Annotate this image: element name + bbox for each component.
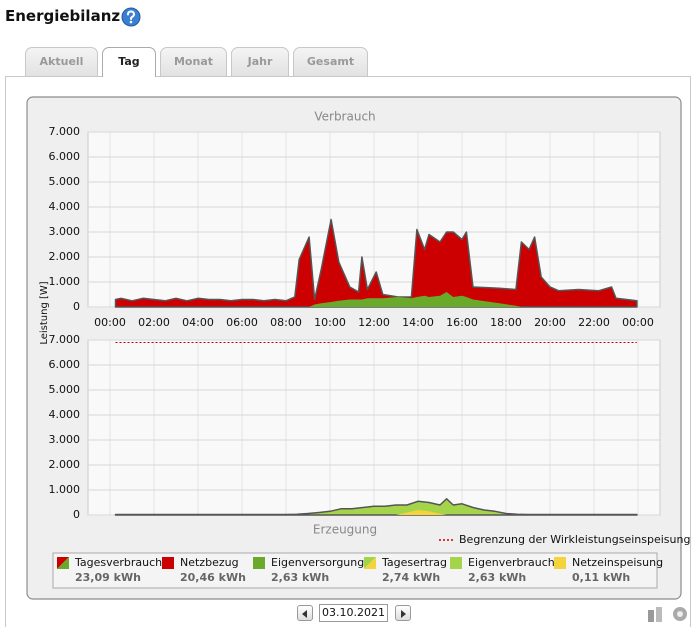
legend-total: 0,11 kWh [572, 571, 630, 584]
area [114, 498, 638, 516]
x-tick-label: 16:00 [446, 316, 478, 329]
x-tick-label: 10:00 [314, 316, 346, 329]
tab-bar: Aktuell Tag Monat Jahr Gesamt [25, 47, 368, 77]
y-tick-label: 1.000 [49, 483, 81, 496]
area [115, 292, 637, 307]
legend-swatch [554, 557, 566, 569]
x-tick-label: 02:00 [138, 316, 170, 329]
x-tick-label: 22:00 [578, 316, 610, 329]
legend-total: 2,63 kWh [271, 571, 329, 584]
help-icon[interactable] [121, 7, 141, 27]
chart-title: Erzeugung [313, 523, 377, 537]
x-tick-label: 00:00 [622, 316, 654, 329]
legend-swatch [253, 557, 265, 569]
y-tick-label: 3.000 [49, 433, 81, 446]
tab[interactable]: Jahr [231, 47, 289, 76]
legend-name: Netzbezug [180, 556, 239, 569]
content-frame [5, 76, 691, 627]
x-tick-label: 20:00 [534, 316, 566, 329]
legend-name: Eigenversorgung [271, 556, 364, 569]
legend-name: Tagesertrag [381, 556, 447, 569]
legend-swatch [450, 557, 462, 569]
x-tick-label: 04:00 [182, 316, 214, 329]
legend-swatch [364, 557, 376, 569]
area [114, 218, 638, 308]
y-tick-label: 2.000 [49, 250, 81, 263]
x-tick-label: 08:00 [270, 316, 302, 329]
y-tick-label: 7.000 [49, 333, 81, 346]
tab[interactable]: Monat [160, 47, 227, 76]
y-tick-label: 4.000 [49, 408, 81, 421]
y-tick-label: 3.000 [49, 225, 81, 238]
legend-total: 23,09 kWh [75, 571, 141, 584]
energy-charts: 0 1.000 2.000 3.000 4.000 5.000 6.000 7.000 00:0… [26, 96, 690, 600]
legend-total: 2,74 kWh [382, 571, 440, 584]
limit-legend-label: Begrenzung der Wirkleistungseinspeisung [459, 533, 690, 546]
y-tick-label: 7.000 [49, 125, 81, 138]
y-tick-label: 5.000 [49, 383, 81, 396]
prev-day-button[interactable] [297, 605, 313, 621]
legend-name: Netzeinspeisung [572, 556, 663, 569]
prev-arrow [302, 610, 307, 618]
chart-title: Verbrauch [314, 110, 375, 124]
y-tick-label: 6.000 [49, 358, 81, 371]
next-day-button[interactable] [395, 605, 411, 621]
page-title: Energiebilanz [5, 7, 121, 25]
tab[interactable]: Aktuell [25, 47, 98, 76]
x-tick-label: 00:00 [94, 316, 126, 329]
y-tick-label: 5.000 [49, 175, 81, 188]
legend-name: Tagesverbrauch [74, 556, 162, 569]
legend-name: Eigenverbrauch [468, 556, 555, 569]
x-tick-label: 12:00 [358, 316, 390, 329]
x-tick-label: 06:00 [226, 316, 258, 329]
y-tick-label: 2.000 [49, 458, 81, 471]
legend-swatch [57, 557, 69, 569]
x-tick-label: 18:00 [490, 316, 522, 329]
y-tick-label: 6.000 [49, 150, 81, 163]
legend-swatch [162, 557, 174, 569]
y-tick-label: 0 [73, 508, 80, 521]
x-tick-label: 14:00 [402, 316, 434, 329]
tab[interactable]: Gesamt [293, 47, 368, 76]
y-tick-label: 0 [73, 300, 80, 313]
tab[interactable]: Tag [102, 47, 156, 77]
next-arrow [401, 610, 406, 618]
tool-icons[interactable] [646, 604, 690, 624]
y-axis-label: Leistung [W] [39, 281, 50, 344]
legend-total: 2,63 kWh [468, 571, 526, 584]
date-field[interactable]: 03.10.2021 [319, 604, 388, 622]
y-tick-label: 4.000 [49, 200, 81, 213]
y-tick-label: 1.000 [49, 275, 81, 288]
legend-total: 20,46 kWh [180, 571, 246, 584]
